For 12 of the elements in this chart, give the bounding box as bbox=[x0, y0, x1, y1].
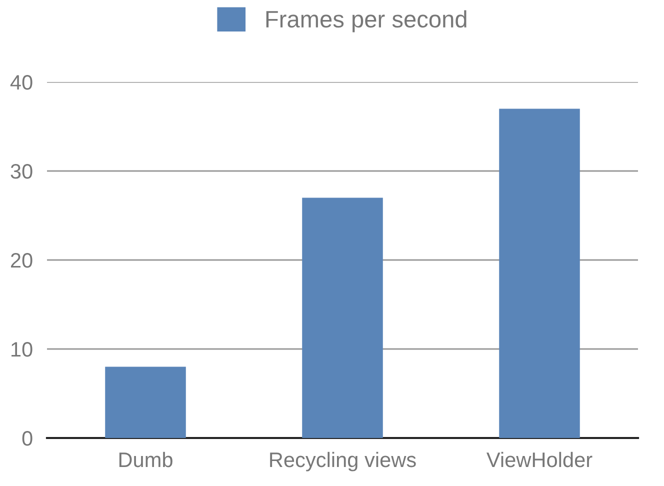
bar bbox=[302, 198, 383, 438]
y-tick-label: 0 bbox=[22, 431, 32, 446]
x-tick-label: ViewHolder bbox=[486, 452, 592, 468]
bar bbox=[499, 108, 580, 438]
legend-label: Frames per second bbox=[266, 10, 466, 32]
bar bbox=[105, 366, 186, 438]
y-tick-label: 10 bbox=[12, 342, 32, 357]
y-tick-label: 40 bbox=[10, 75, 32, 90]
y-tick-label: 30 bbox=[10, 164, 32, 179]
x-tick-label: Recycling views bbox=[270, 452, 416, 472]
y-tick-label: 20 bbox=[10, 253, 32, 268]
x-tick-label: Dumb bbox=[119, 452, 172, 468]
